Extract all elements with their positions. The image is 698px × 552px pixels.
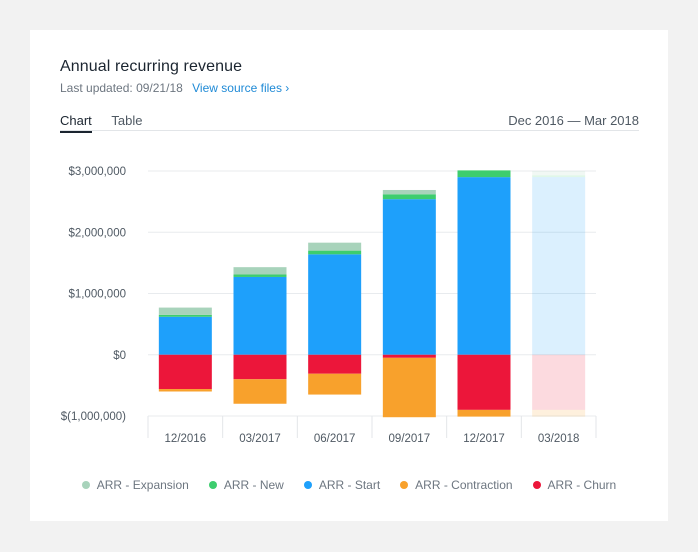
legend-item-arr-start[interactable]: ARR - Start	[303, 478, 381, 492]
chart-legend: ARR - Expansion ARR - New ARR - Start ARR -…	[30, 478, 668, 492]
bar-arr-churn[interactable]	[532, 354, 586, 410]
last-updated: Last updated: 09/21/18 View source files…	[60, 81, 289, 95]
bar-arr-start[interactable]	[308, 254, 362, 355]
bar-arr-contraction[interactable]	[233, 379, 287, 404]
bar-arr-churn[interactable]	[233, 354, 287, 380]
x-tick-label: 12/2017	[463, 433, 505, 445]
bar-arr-start[interactable]	[532, 177, 586, 355]
legend-swatch	[400, 481, 409, 489]
x-tick-label: 03/2017	[239, 433, 281, 445]
x-tick-label: 09/2017	[389, 433, 431, 445]
bar-arr-expansion[interactable]	[233, 267, 287, 275]
legend-swatch	[532, 481, 541, 489]
bar-arr-new[interactable]	[233, 274, 287, 277]
last-updated-label: Last updated:	[60, 81, 133, 95]
bar-arr-expansion[interactable]	[308, 242, 362, 251]
legend-label: ARR - New	[223, 478, 284, 492]
legend-item-arr-new[interactable]: ARR - New	[208, 478, 284, 492]
bar-arr-contraction[interactable]	[158, 389, 212, 392]
view-tabs: Chart Table	[60, 113, 159, 133]
view-source-files-link[interactable]: View source files ›	[192, 81, 290, 95]
last-updated-value: 09/21/18	[136, 81, 183, 95]
legend-item-arr-expansion[interactable]: ARR - Expansion	[81, 478, 189, 492]
bar-arr-expansion[interactable]	[158, 307, 212, 315]
page-title: Annual recurring revenue	[60, 58, 243, 75]
bar-arr-start[interactable]	[158, 316, 212, 355]
bar-arr-expansion[interactable]	[532, 171, 586, 176]
bar-arr-start[interactable]	[457, 177, 511, 355]
bar-arr-new[interactable]	[532, 175, 586, 178]
bar-arr-expansion[interactable]	[382, 189, 436, 195]
bar-arr-new[interactable]	[457, 170, 511, 178]
stacked-bar-chart: $3,000,000 $2,000,000 $1,000,000 $0 $(1,000,…	[61, 166, 597, 445]
y-tick-label: $1,000,000	[68, 289, 126, 301]
chart-card: Annual recurring revenue Last updated: 0…	[30, 30, 668, 521]
date-range-selector[interactable]: Dec 2016 — Mar 2018	[508, 113, 639, 128]
legend-swatch	[81, 481, 90, 489]
bar-arr-new[interactable]	[158, 314, 212, 317]
tab-table[interactable]: Table	[111, 113, 143, 128]
legend-label: ARR - Expansion	[96, 478, 189, 492]
bar-arr-contraction[interactable]	[382, 357, 436, 418]
legend-label: ARR - Start	[318, 478, 381, 492]
x-tick-label: 12/2016	[165, 433, 207, 445]
bar-arr-start[interactable]	[233, 276, 287, 355]
bar-arr-churn[interactable]	[158, 354, 212, 390]
y-tick-label: $2,000,000	[68, 227, 126, 239]
bar-arr-new[interactable]	[308, 250, 362, 255]
legend-item-arr-churn[interactable]: ARR - Churn	[532, 478, 617, 492]
bar-arr-start[interactable]	[382, 199, 436, 355]
bar-arr-contraction[interactable]	[457, 409, 511, 417]
y-tick-label: $0	[113, 350, 126, 362]
bar-arr-contraction[interactable]	[308, 373, 362, 395]
legend-item-arr-contraction[interactable]: ARR - Contraction	[400, 478, 513, 492]
tabs-divider	[60, 130, 639, 131]
y-tick-label: $3,000,000	[68, 166, 126, 178]
bar-arr-new[interactable]	[382, 194, 436, 200]
legend-swatch	[208, 481, 217, 489]
legend-label: ARR - Contraction	[415, 478, 513, 492]
legend-label: ARR - Churn	[547, 478, 617, 492]
legend-swatch	[303, 481, 312, 489]
x-tick-label: 03/2018	[538, 433, 580, 445]
x-tick-label: 06/2017	[314, 433, 356, 445]
bar-arr-churn[interactable]	[308, 354, 362, 374]
tab-chart[interactable]: Chart	[60, 113, 92, 133]
bar-arr-churn[interactable]	[457, 354, 511, 410]
bar-arr-churn[interactable]	[382, 354, 436, 358]
y-tick-label: $(1,000,000)	[61, 411, 126, 423]
bar-arr-contraction[interactable]	[532, 409, 586, 417]
